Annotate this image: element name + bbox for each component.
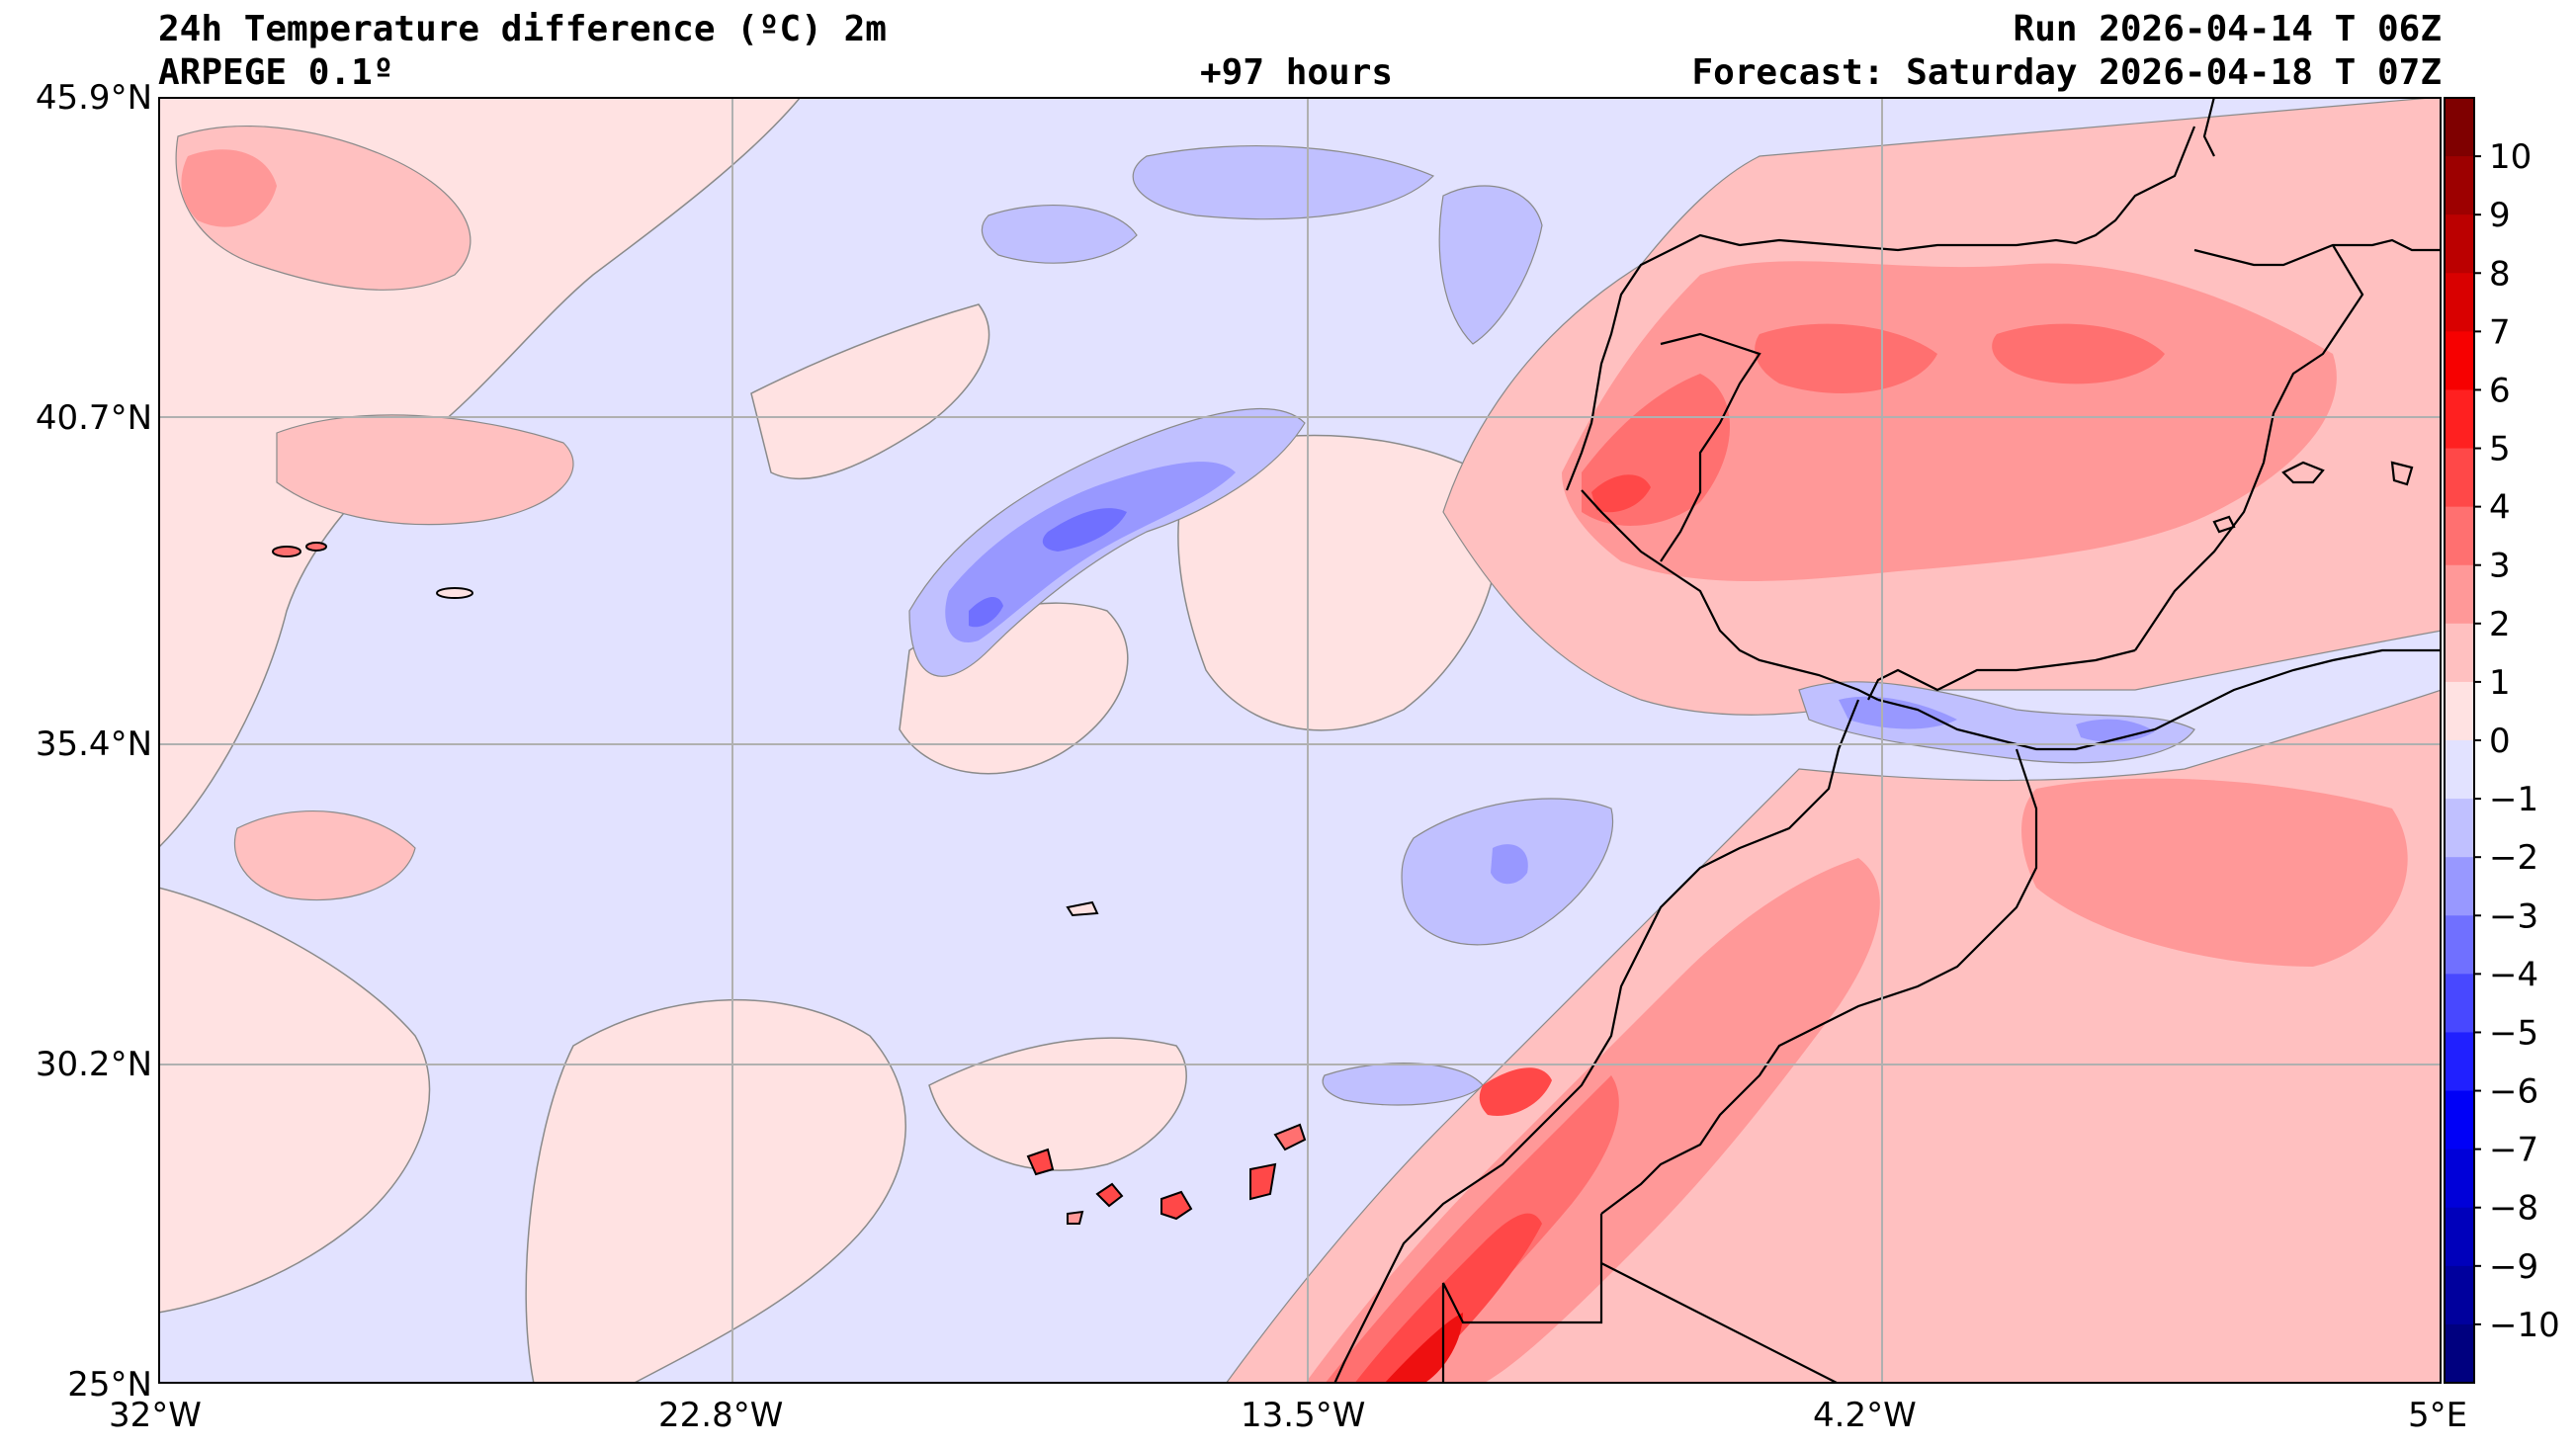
colorbar-swatch — [2445, 448, 2474, 508]
colorbar-swatch — [2445, 681, 2474, 741]
colorbar-tick-label: −8 — [2489, 1189, 2538, 1229]
colorbar-swatch — [2445, 915, 2474, 975]
chart-title: 24h Temperature difference (ºC) 2m — [158, 9, 887, 49]
colorbar-tick-label: 1 — [2489, 663, 2511, 703]
colorbar-tick-label: −2 — [2489, 838, 2538, 878]
lat-label-35.4: 35.4°N — [35, 724, 152, 764]
colorbar-tick-label: −4 — [2489, 955, 2538, 994]
lon-label-22.8w: 22.8°W — [658, 1396, 784, 1435]
run-label: Run 2026-04-14 T 06Z — [2013, 9, 2442, 49]
colorbar-swatch — [2445, 1032, 2474, 1092]
colorbar-swatch — [2445, 273, 2474, 332]
colorbar-tick-label: 9 — [2489, 196, 2511, 235]
azores-islands — [272, 542, 473, 599]
colorbar-swatch — [2445, 331, 2474, 390]
colorbar-tick-label: 6 — [2489, 371, 2511, 410]
colorbar-swatch — [2445, 799, 2474, 858]
colorbar-swatch — [2445, 564, 2474, 625]
canary-islands — [1026, 900, 1307, 1225]
colorbar-tick-label: −3 — [2489, 896, 2538, 936]
lat-label-30.2: 30.2°N — [35, 1045, 152, 1084]
colorbar-tick-label: −5 — [2489, 1013, 2538, 1053]
colorbar-swatch — [2445, 857, 2474, 916]
colorbar-swatch — [2445, 156, 2474, 215]
model-label: ARPEGE 0.1º — [158, 52, 394, 93]
colorbar-tick-label: −7 — [2489, 1131, 2538, 1170]
colorbar-tick-label: −9 — [2489, 1247, 2538, 1287]
colorbar-tick-label: 10 — [2489, 137, 2532, 177]
lat-label-45.9: 45.9°N — [35, 78, 152, 118]
colorbar-tick-label: −1 — [2489, 780, 2538, 819]
colorbar-swatch — [2445, 740, 2474, 800]
temperature-difference-map — [158, 97, 2442, 1384]
colorbar-tick-label: 2 — [2489, 605, 2511, 644]
colorbar-swatches — [2445, 98, 2474, 1384]
lat-label-40.7: 40.7°N — [35, 398, 152, 438]
lead-time-label: +97 hours — [1200, 52, 1394, 93]
coastlines — [1332, 97, 2442, 1384]
colorbar-swatch — [2445, 623, 2474, 683]
colorbar-swatch — [2445, 214, 2474, 274]
lon-label-13.5w: 13.5°W — [1241, 1396, 1366, 1435]
colorbar-tick-label: 8 — [2489, 254, 2511, 294]
lon-label-4.2w: 4.2°W — [1813, 1396, 1917, 1435]
colorbar-tick-label: 7 — [2489, 312, 2511, 352]
lon-label-32w: 32°W — [109, 1396, 202, 1435]
colorbar-tick-label: 3 — [2489, 547, 2511, 586]
colorbar-swatch — [2445, 1265, 2474, 1325]
colorbar-swatch — [2445, 389, 2474, 450]
colorbar-swatch — [2445, 1323, 2474, 1384]
lon-label-5e: 5°E — [2408, 1396, 2468, 1435]
colorbar-swatch — [2445, 974, 2474, 1033]
colorbar-swatch — [2445, 98, 2474, 157]
colorbar-tick-label: −6 — [2489, 1072, 2538, 1112]
gridlines — [158, 97, 2442, 1384]
colorbar-swatch — [2445, 506, 2474, 566]
colorbar-swatch — [2445, 1207, 2474, 1267]
forecast-label: Forecast: Saturday 2026-04-18 T 07Z — [1691, 52, 2442, 93]
lat-label-25: 25°N — [67, 1365, 152, 1405]
map-frame — [158, 97, 2442, 1384]
colorbar-tick-label: −10 — [2489, 1306, 2560, 1345]
colorbar-swatch — [2445, 1090, 2474, 1150]
colorbar-tick-label: 4 — [2489, 488, 2511, 528]
colorbar-swatch — [2445, 1149, 2474, 1209]
colorbar-tick-label: 0 — [2489, 722, 2511, 761]
colorbar-tick-label: 5 — [2489, 430, 2511, 469]
